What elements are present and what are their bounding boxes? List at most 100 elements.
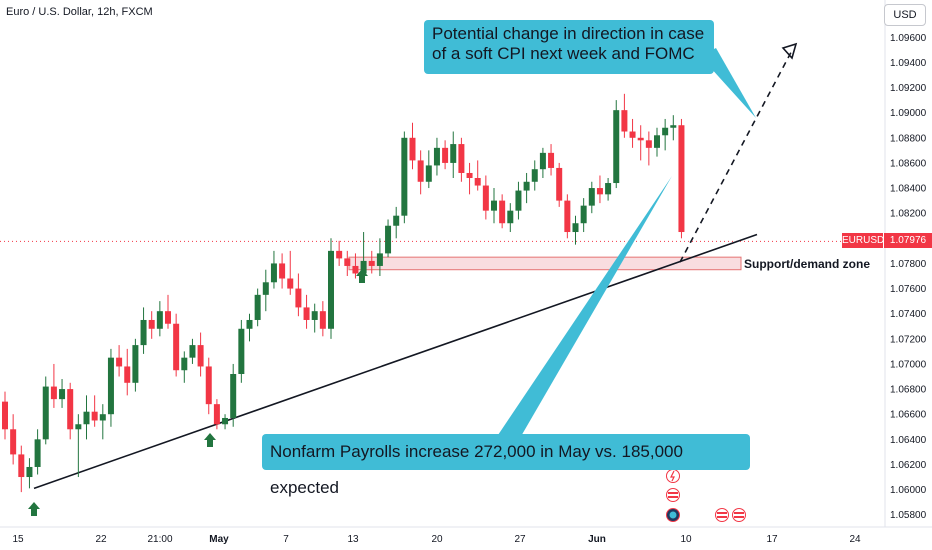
x-tick-label: 20	[431, 534, 443, 545]
price-badge: EURUSD 1.07976	[842, 233, 932, 248]
candle	[75, 414, 82, 478]
candle-body	[417, 160, 424, 182]
y-tick-label: 1.09000	[890, 108, 927, 119]
candle-body	[181, 357, 188, 371]
candle-body	[319, 311, 326, 329]
candle	[376, 238, 383, 276]
candle-body	[230, 374, 237, 418]
candle	[205, 357, 212, 415]
candles-group	[2, 93, 685, 493]
flash-icon[interactable]	[666, 469, 680, 483]
y-axis-ticks: 1.09600 1.09400 1.09200 1.09000 1.08800 1.086…	[890, 33, 927, 521]
us-flag-icon[interactable]	[666, 508, 680, 522]
candle-body	[156, 311, 163, 329]
candle	[311, 303, 318, 333]
candle	[466, 162, 473, 195]
candle-body	[148, 319, 155, 329]
candle-body	[466, 172, 473, 178]
y-tick-label: 1.08600	[890, 158, 927, 169]
candle-body	[605, 183, 612, 195]
candle-body	[99, 414, 106, 421]
candle-body	[662, 127, 669, 136]
candle-body	[548, 152, 555, 168]
candle	[336, 240, 343, 266]
candle-body	[401, 137, 408, 216]
candle	[425, 150, 432, 189]
candle	[580, 198, 587, 233]
candle	[124, 348, 131, 396]
candle	[2, 391, 8, 440]
x-tick-label: 10	[680, 534, 692, 545]
candle	[42, 376, 49, 445]
candle-body	[368, 260, 375, 266]
currency-button[interactable]: USD	[884, 4, 926, 26]
candle-body	[189, 345, 196, 358]
candle	[548, 144, 555, 176]
candle	[442, 140, 449, 170]
candle-body	[393, 215, 400, 226]
us-flag-icon[interactable]	[715, 508, 729, 522]
symbol-title: Euro / U.S. Dollar, 12h, FXCM	[6, 6, 153, 18]
us-flag-icon[interactable]	[666, 488, 680, 502]
candle-body	[425, 165, 432, 182]
candle-body	[67, 389, 74, 430]
candle-body	[482, 185, 489, 211]
candle	[531, 160, 538, 191]
up-arrow-icon	[356, 269, 368, 283]
x-tick-label: Jun	[588, 534, 606, 545]
candle-body	[165, 311, 171, 324]
candle-body	[670, 125, 677, 128]
y-tick-label: 1.06400	[890, 435, 927, 446]
candle	[572, 215, 579, 245]
candle-body	[450, 144, 457, 163]
x-tick-label: 17	[766, 534, 778, 545]
candle	[564, 194, 571, 239]
candle-body	[385, 225, 392, 254]
candle	[629, 118, 636, 148]
candle	[539, 147, 546, 178]
candle	[262, 269, 269, 312]
candle	[645, 131, 652, 166]
candle	[140, 307, 147, 354]
candle-body	[645, 140, 652, 148]
candle	[222, 414, 229, 430]
us-flag-icon[interactable]	[732, 508, 746, 522]
candle	[279, 253, 286, 289]
candle	[409, 122, 416, 170]
candle-body	[556, 167, 563, 201]
candle	[458, 137, 465, 182]
candle	[507, 203, 514, 233]
candle-body	[588, 188, 595, 206]
candle	[499, 194, 506, 229]
x-tick-label: 22	[95, 534, 107, 545]
candle-body	[409, 137, 416, 161]
candle-body	[238, 328, 245, 374]
candle-body	[580, 205, 587, 224]
candle-body	[523, 181, 530, 191]
y-tick-label: 1.06800	[890, 385, 927, 396]
candle-body	[262, 282, 269, 295]
y-tick-label: 1.09600	[890, 33, 927, 44]
candle	[189, 338, 196, 364]
candle	[67, 382, 74, 440]
y-tick-label: 1.06600	[890, 410, 927, 421]
candle	[393, 206, 400, 239]
y-tick-label: 1.07800	[890, 259, 927, 270]
x-tick-label: 13	[347, 534, 359, 545]
x-tick-label: 7	[283, 534, 289, 545]
x-tick-label: May	[209, 534, 229, 545]
candle-body	[507, 210, 514, 224]
up-arrow-icon	[204, 433, 216, 447]
candle	[34, 429, 41, 475]
candle-body	[18, 454, 25, 478]
candle-body	[458, 144, 465, 173]
candle	[605, 178, 612, 201]
candle	[83, 395, 90, 440]
candle-body	[474, 178, 481, 186]
candle	[662, 118, 669, 151]
x-axis-ticks: 15 22 21:00 May 7 13 20 27 Jun 10 17 24	[12, 534, 861, 545]
candle	[50, 363, 57, 408]
candle-body	[531, 169, 538, 182]
x-tick-label: 15	[12, 534, 24, 545]
x-tick-label: 24	[849, 534, 861, 545]
